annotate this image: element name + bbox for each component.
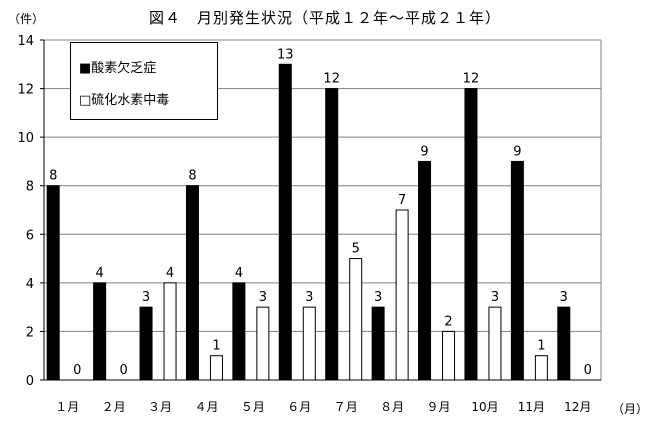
data-label-oxygen-deficiency: 4 <box>95 266 103 281</box>
x-tick-label: ８月 <box>380 400 404 414</box>
legend-item-oxygen: ■酸素欠乏症 <box>79 57 156 76</box>
bar-oxygen-deficiency <box>464 88 478 381</box>
data-label-hydrogen-sulfide: 3 <box>305 290 313 305</box>
y-tick-label: 4 <box>26 277 34 292</box>
bar-oxygen-deficiency <box>93 282 107 381</box>
bar-oxygen-deficiency <box>510 160 524 381</box>
y-tick-label: 0 <box>26 374 34 389</box>
x-tick-label: 10月 <box>471 400 498 414</box>
x-axis-unit: （月） <box>612 402 649 416</box>
y-axis-unit: （件） <box>8 12 45 26</box>
data-label-hydrogen-sulfide: 2 <box>444 314 452 329</box>
data-label-oxygen-deficiency: 13 <box>277 47 294 62</box>
bar-oxygen-deficiency <box>139 306 153 381</box>
data-label-hydrogen-sulfide: 4 <box>166 266 174 281</box>
data-label-hydrogen-sulfide: 3 <box>259 290 267 305</box>
bar-hydrogen-sulfide <box>302 306 316 381</box>
data-label-hydrogen-sulfide: 1 <box>212 339 220 354</box>
y-tick-label: 6 <box>26 228 34 243</box>
bars <box>46 63 571 381</box>
data-label-oxygen-deficiency: 3 <box>142 290 150 305</box>
data-label-hydrogen-sulfide: 0 <box>73 363 81 378</box>
bar-hydrogen-sulfide <box>395 209 409 381</box>
bar-oxygen-deficiency <box>557 306 571 381</box>
bar-hydrogen-sulfide <box>163 282 177 381</box>
data-label-oxygen-deficiency: 12 <box>323 72 340 87</box>
x-tick-label: ４月 <box>194 400 218 414</box>
data-label-hydrogen-sulfide: 5 <box>352 242 360 257</box>
bar-oxygen-deficiency <box>46 185 60 381</box>
y-tick-label: 2 <box>26 325 34 340</box>
data-label-oxygen-deficiency: 12 <box>463 72 480 87</box>
data-label-oxygen-deficiency: 8 <box>188 169 196 184</box>
legend-entry-oxygen-deficiency: ■酸素欠乏症 <box>79 61 157 76</box>
x-tick-label: ６月 <box>287 400 311 414</box>
x-tick-label: ３月 <box>148 400 172 414</box>
x-tick-label: 12月 <box>564 400 591 414</box>
data-label-oxygen-deficiency: 8 <box>49 169 57 184</box>
data-label-hydrogen-sulfide: 0 <box>119 363 127 378</box>
x-tick-label: ７月 <box>334 400 358 414</box>
legend: ■酸素欠乏症 □硫化水素中毒 <box>70 42 218 120</box>
y-tick-label: 12 <box>17 83 34 98</box>
y-tick-label: 8 <box>26 180 34 195</box>
y-tick-label: 14 <box>17 34 34 49</box>
data-label-oxygen-deficiency: 4 <box>235 266 243 281</box>
legend-item-hydrogen-sulfide: □硫化水素中毒 <box>79 89 169 108</box>
data-label-oxygen-deficiency: 9 <box>420 144 428 159</box>
bar-hydrogen-sulfide <box>349 258 363 381</box>
bar-hydrogen-sulfide <box>488 306 502 381</box>
data-label-hydrogen-sulfide: 7 <box>398 193 406 208</box>
x-tick-label: ５月 <box>241 400 265 414</box>
bar-oxygen-deficiency <box>278 63 292 381</box>
bar-hydrogen-sulfide <box>534 355 548 381</box>
data-label-oxygen-deficiency: 3 <box>560 290 568 305</box>
bar-oxygen-deficiency <box>325 88 339 381</box>
data-label-oxygen-deficiency: 9 <box>513 144 521 159</box>
bar-hydrogen-sulfide <box>442 330 456 381</box>
x-tick-label: ９月 <box>427 400 451 414</box>
bar-oxygen-deficiency <box>418 160 432 381</box>
bar-oxygen-deficiency <box>185 185 199 381</box>
legend-entry-hydrogen-sulfide: □硫化水素中毒 <box>79 93 170 108</box>
bar-hydrogen-sulfide <box>209 355 223 381</box>
data-label-hydrogen-sulfide: 1 <box>537 339 545 354</box>
x-tick-label: ２月 <box>102 400 126 414</box>
y-tick-label: 10 <box>17 131 34 146</box>
data-label-hydrogen-sulfide: 0 <box>584 363 592 378</box>
bar-hydrogen-sulfide <box>256 306 270 381</box>
x-tick-label: １月 <box>55 400 79 414</box>
data-label-oxygen-deficiency: 3 <box>374 290 382 305</box>
axes <box>40 39 602 381</box>
bar-oxygen-deficiency <box>232 282 246 381</box>
chart-title: 図４ 月別発生状況（平成１２年～平成２１年） <box>148 9 501 27</box>
bar-oxygen-deficiency <box>371 306 385 381</box>
x-tick-label: 11月 <box>518 400 545 414</box>
data-label-hydrogen-sulfide: 3 <box>491 290 499 305</box>
